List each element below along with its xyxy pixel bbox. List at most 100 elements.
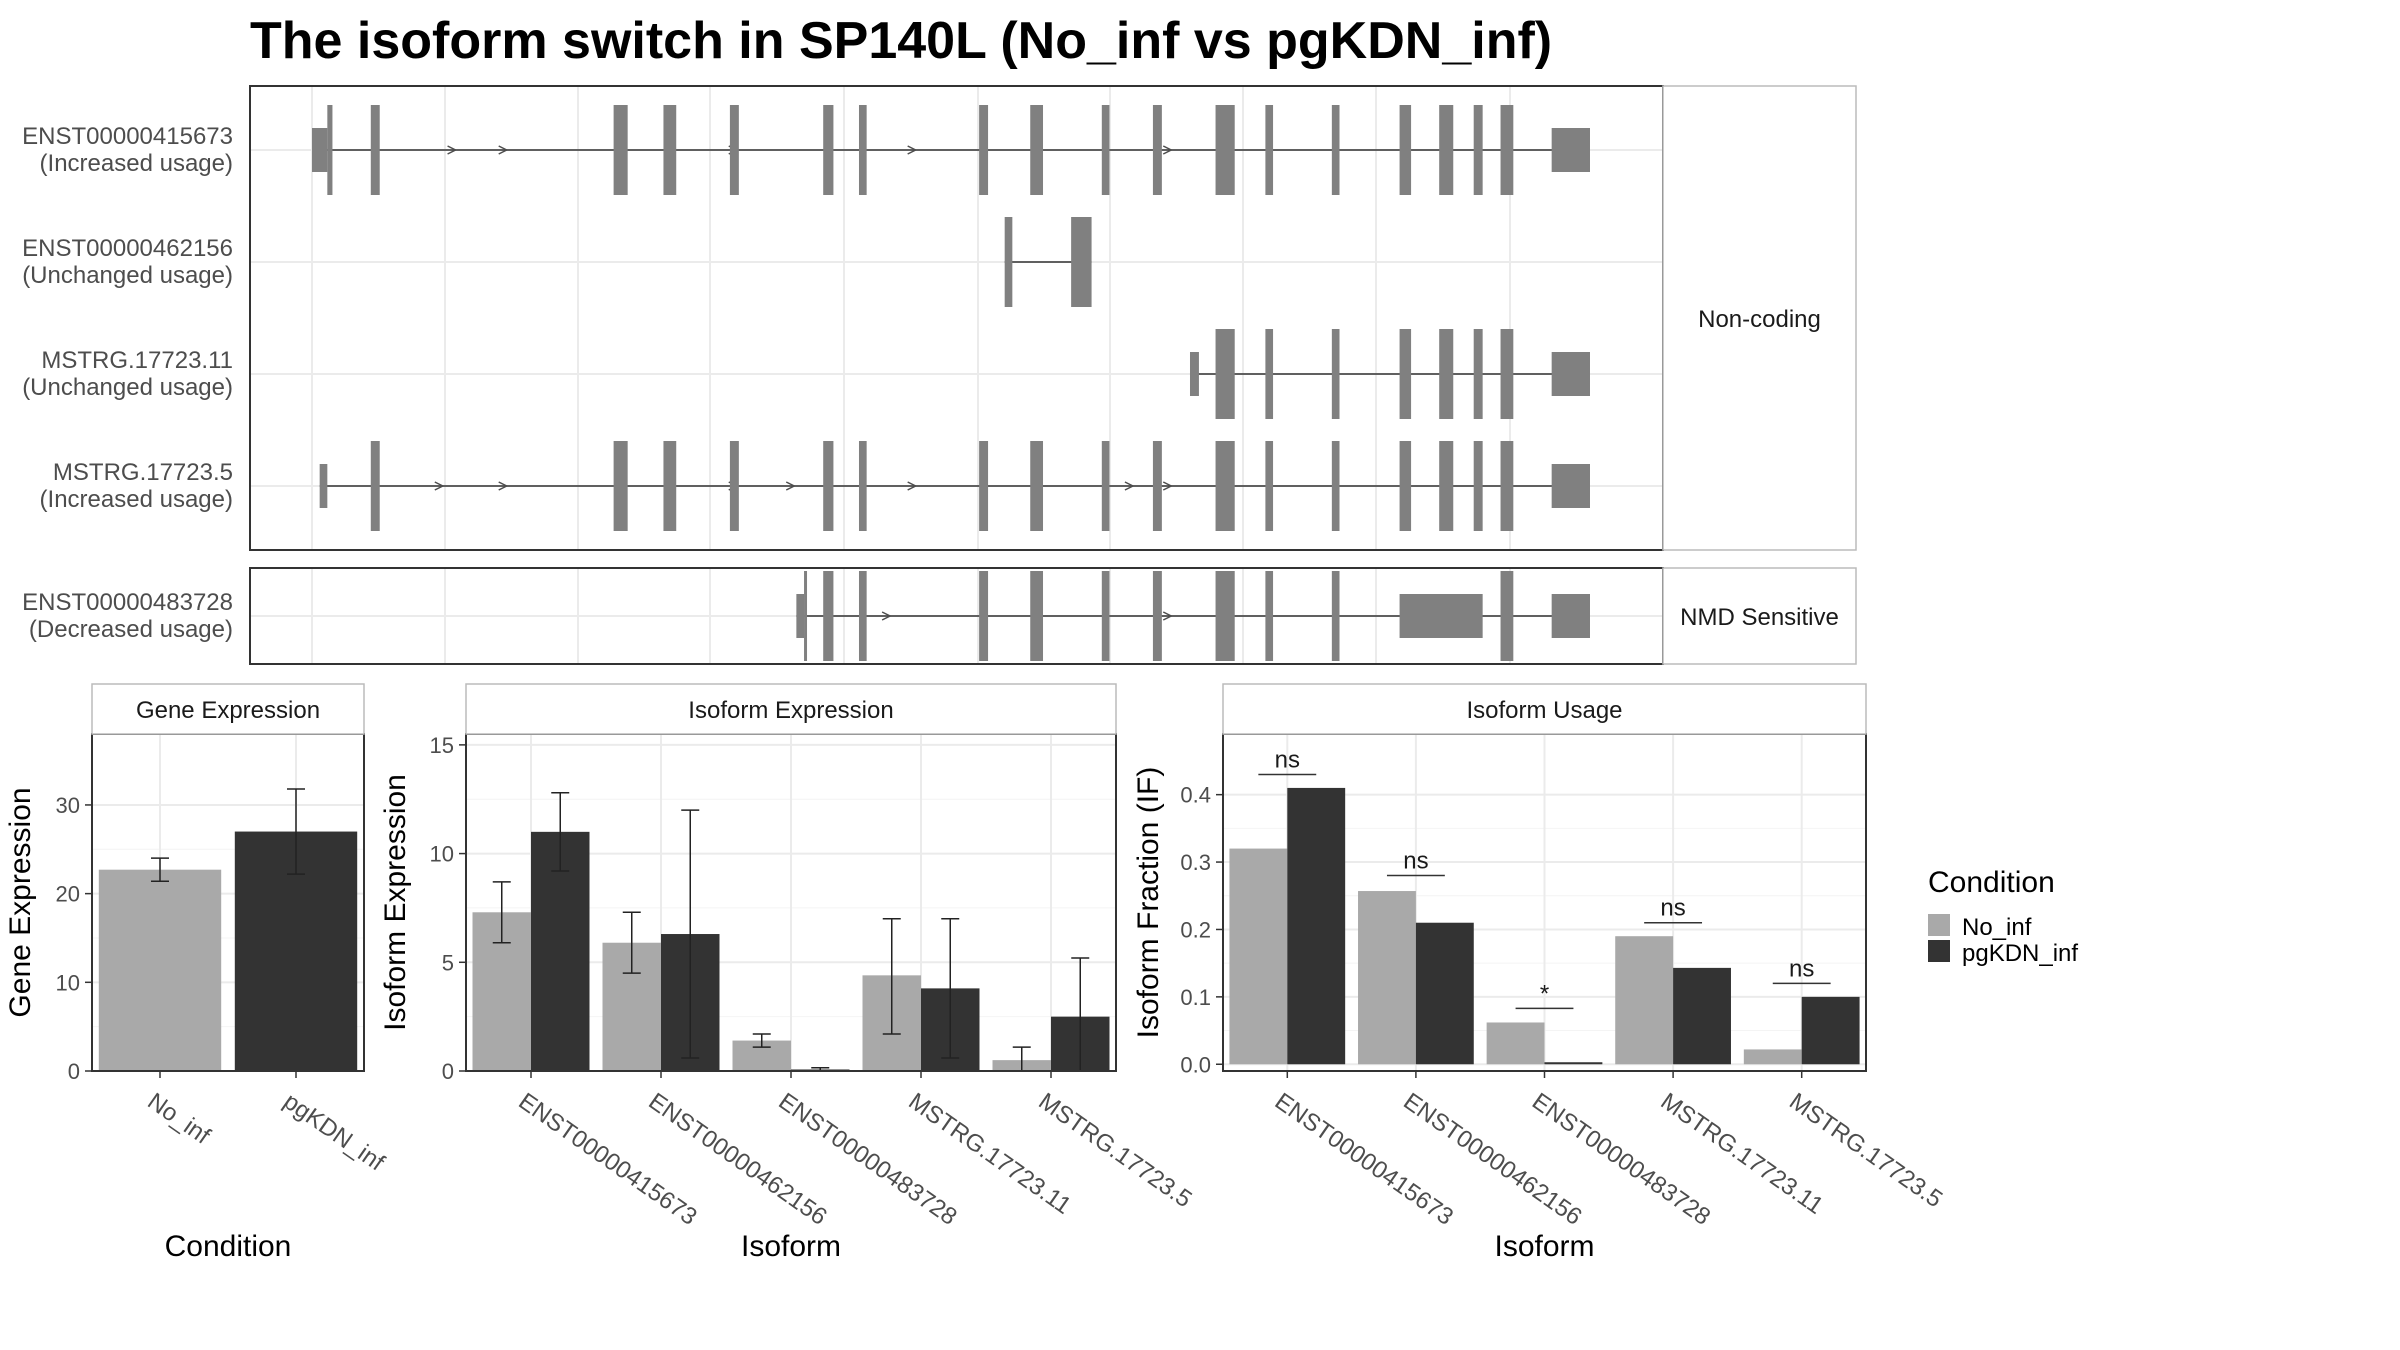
exon	[823, 571, 834, 661]
y-tick-label: 0.4	[1180, 783, 1211, 808]
exon	[1473, 105, 1483, 195]
strand-arrow	[907, 145, 918, 155]
transcript-usage-label: (Increased usage)	[40, 486, 233, 513]
legend-label-pgkdn-inf: pgKDN_inf	[1962, 940, 2078, 967]
y-tick-label: 10	[430, 842, 454, 867]
transcript-usage-label: (Unchanged usage)	[22, 262, 233, 289]
strand-arrow	[1162, 481, 1173, 491]
exon	[312, 128, 328, 172]
x-axis-title: Isoform	[741, 1230, 841, 1263]
exon	[1101, 105, 1110, 195]
y-tick-label: 0.1	[1180, 985, 1211, 1010]
panel-strip-label: Non-coding	[1698, 306, 1821, 333]
exon	[1500, 105, 1514, 195]
panel-title: Gene Expression	[136, 697, 320, 724]
panel-title: Isoform Expression	[688, 697, 893, 724]
exon	[1004, 217, 1013, 307]
exon	[1101, 571, 1110, 661]
exon	[370, 105, 380, 195]
exon	[1500, 441, 1514, 531]
exon	[1152, 571, 1162, 661]
exon	[729, 105, 739, 195]
bar-no-inf	[1743, 1049, 1802, 1065]
significance-label: ns	[1789, 955, 1814, 982]
exon	[1215, 571, 1235, 661]
exon	[327, 105, 333, 195]
legend-key-pgkdn-inf	[1928, 940, 1950, 962]
bar-no-inf	[1358, 891, 1416, 1065]
x-axis-title: Isoform	[1494, 1230, 1594, 1263]
exon	[1265, 571, 1274, 661]
exon	[858, 571, 867, 661]
exon	[1439, 105, 1454, 195]
bar-pgkdn-inf	[1801, 996, 1860, 1065]
y-tick-label: 15	[430, 733, 454, 758]
exon	[858, 105, 867, 195]
exon	[1439, 329, 1454, 419]
y-tick-label: 0.0	[1180, 1052, 1211, 1077]
strand-arrow	[1162, 611, 1173, 621]
transcript-usage-label: (Decreased usage)	[29, 616, 233, 643]
exon	[1101, 441, 1110, 531]
bar-pgkdn-inf	[1673, 967, 1731, 1065]
strand-arrow	[785, 481, 796, 491]
x-axis-title: Condition	[165, 1230, 292, 1263]
exon	[370, 441, 380, 531]
significance-label: ns	[1275, 746, 1300, 773]
exon	[1399, 105, 1412, 195]
significance-label: ns	[1403, 848, 1428, 875]
exon	[796, 594, 805, 638]
exon	[1551, 128, 1590, 172]
transcript-id-label: MSTRG.17723.11	[41, 347, 233, 374]
legend-title: Condition	[1928, 866, 2055, 899]
exon	[1500, 571, 1514, 661]
exon	[823, 105, 834, 195]
exon	[858, 441, 867, 531]
isoform-expression-panel: Isoform Expression051015ENST00000415673E…	[379, 683, 1197, 1263]
significance-label: *	[1540, 980, 1549, 1007]
legend: Condition No_inf pgKDN_inf	[1928, 866, 2078, 967]
bar-no-inf	[1615, 936, 1674, 1065]
exon	[1215, 329, 1235, 419]
panel-strip-label: NMD Sensitive	[1680, 604, 1839, 631]
bar-pgkdn-inf	[1415, 922, 1474, 1065]
exon	[1473, 329, 1483, 419]
transcript-id-label: ENST00000483728	[22, 589, 233, 616]
exon	[1399, 329, 1412, 419]
panel-strip	[91, 683, 365, 735]
panel-strip	[465, 683, 1117, 735]
y-tick-label: 5	[442, 950, 454, 975]
exon	[1265, 441, 1274, 531]
exon	[1152, 441, 1162, 531]
exon	[1215, 441, 1235, 531]
figure-title: The isoform switch in SP140L (No_inf vs …	[250, 12, 1552, 70]
transcript-id-label: MSTRG.17723.5	[53, 459, 233, 486]
exon	[979, 441, 989, 531]
strand-arrow	[1162, 145, 1173, 155]
bar-pgkdn-inf	[1544, 1062, 1603, 1065]
gene-expression-panel: Gene Expression 0 10 20 30 No_inf pgKDN_inf Con…	[4, 683, 390, 1263]
y-tick-label: 10	[56, 970, 80, 995]
x-tick-label: No_inf	[143, 1088, 216, 1150]
y-tick-label: 0.3	[1180, 850, 1211, 875]
y-tick-label: 30	[56, 793, 80, 818]
exon	[804, 571, 808, 661]
panel-title: Isoform Usage	[1466, 697, 1622, 724]
legend-label-no-inf: No_inf	[1962, 914, 2032, 941]
x-tick-label: pgKDN_inf	[279, 1088, 390, 1177]
panel-strip	[1222, 683, 1867, 735]
legend-key-no-inf	[1928, 914, 1950, 936]
y-tick-label: 0	[442, 1059, 454, 1084]
y-axis-title: Isoform Expression	[379, 774, 412, 1031]
exon	[1399, 594, 1483, 638]
exon	[1399, 441, 1412, 531]
exon	[1439, 441, 1454, 531]
transcript-usage-label: (Increased usage)	[40, 150, 233, 177]
exon	[979, 571, 989, 661]
strand-arrow	[881, 611, 892, 621]
exon	[1265, 329, 1274, 419]
transcript-usage-label: (Unchanged usage)	[22, 374, 233, 401]
